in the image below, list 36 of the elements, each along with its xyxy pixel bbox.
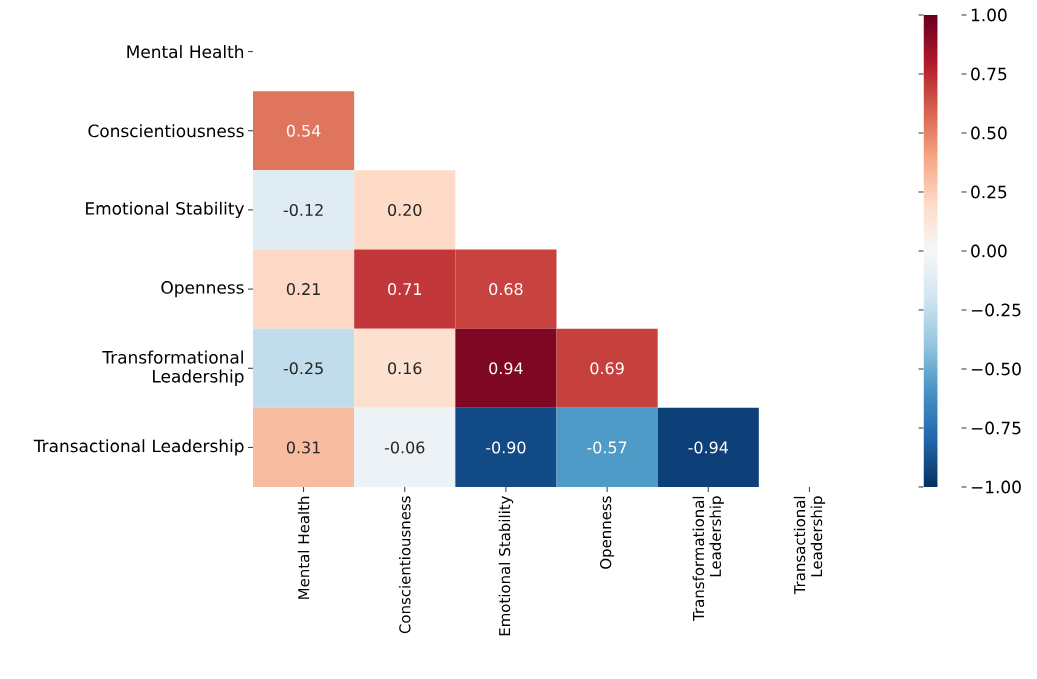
data-label: 0.71 — [388, 283, 422, 296]
color-bar-label: −0.75 — [971, 421, 1021, 435]
y-tick-label: Transformational Leadership — [102, 350, 244, 386]
data-label: -0.06 — [384, 441, 425, 454]
data-label: -0.90 — [486, 441, 526, 454]
color-bar-label: 1.00 — [971, 8, 1007, 22]
color-bar-label: 0.00 — [971, 244, 1007, 258]
y-tick-label: Openness — [161, 281, 244, 298]
x-tick-label: Emotional Stability — [498, 495, 514, 636]
color-bar-label: 0.75 — [971, 67, 1007, 81]
x-tick-label: Transactional Leadership — [793, 496, 826, 595]
data-label: -0.25 — [283, 362, 323, 375]
data-label: 0.21 — [286, 283, 320, 296]
data-label: 0.68 — [489, 283, 523, 296]
x-tick-label: Openness — [599, 496, 615, 569]
color-bar-label: 0.25 — [971, 185, 1007, 199]
data-label: 0.69 — [590, 362, 624, 375]
data-label: 0.20 — [388, 203, 422, 216]
color-bar-label: −1.00 — [971, 480, 1021, 494]
data-label: 0.94 — [489, 362, 523, 375]
data-label: 0.54 — [286, 124, 321, 137]
data-label: 0.31 — [286, 441, 320, 454]
color-bar-label: −0.25 — [971, 303, 1021, 317]
y-tick-label: Conscientiousness — [88, 124, 244, 138]
y-tick-label: Mental Health — [127, 45, 244, 59]
y-tick-label: Transactional Leadership — [33, 439, 244, 456]
x-tick-label: Mental Health — [297, 496, 310, 599]
data-label: -0.94 — [688, 441, 728, 454]
data-label: -0.12 — [283, 203, 323, 216]
color-bar-label: −0.50 — [971, 362, 1021, 376]
data-label: -0.57 — [587, 441, 627, 454]
x-tick-label: Transformational Leadership — [692, 496, 724, 621]
y-tick-label: Emotional Stability — [86, 201, 244, 219]
x-tick-label: Conscientiousness — [398, 496, 411, 634]
color-bar-label: 0.50 — [971, 126, 1007, 140]
data-label: 0.16 — [388, 362, 422, 375]
